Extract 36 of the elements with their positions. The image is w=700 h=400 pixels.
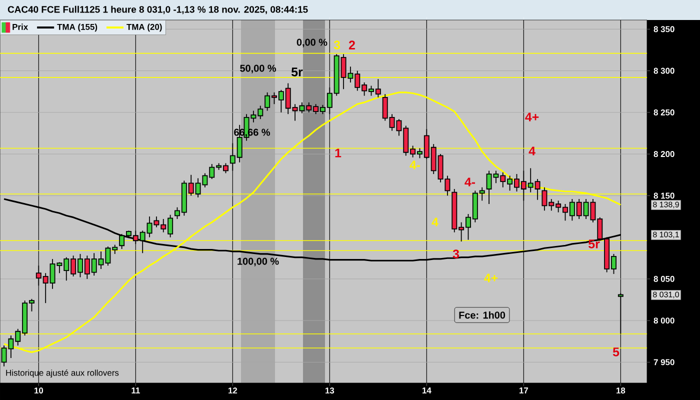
annotation: 3	[452, 250, 460, 258]
x-tick-label: 18	[616, 388, 626, 394]
annotation: 3	[334, 40, 340, 50]
legend-label: Prix	[12, 24, 28, 30]
annotation: Fce: 1h00	[459, 311, 506, 319]
y-tick-label: 8 350	[654, 26, 674, 32]
annotation: 4-	[410, 160, 420, 170]
chart-title: CAC40 FCE Full1125 1 heure 8 031,0 -1,13 % 18 nov. 2025, 08:44:15	[8, 6, 308, 14]
annotation: 5r	[291, 68, 303, 76]
annotation: 2	[348, 40, 355, 50]
y-tick-label: 8 150	[654, 192, 674, 199]
annotation: 4	[432, 218, 438, 226]
x-tick-label: 13	[325, 388, 334, 394]
legend-label: TMA (20)	[126, 24, 162, 32]
y-tick-label: 8 000	[654, 318, 674, 324]
annotation: 4+	[484, 274, 498, 282]
annotation: 100,00 %	[238, 258, 279, 266]
x-tick-label: 14	[422, 388, 432, 394]
x-tick-label: 10	[34, 388, 44, 394]
x-tick-label: 12	[228, 388, 238, 394]
annotation: 1	[335, 148, 342, 158]
x-tick-label: 11	[132, 388, 140, 394]
annotation: 50,00 %	[240, 64, 276, 74]
annotation: 5	[612, 348, 620, 356]
y-tick-label: 8 200	[654, 151, 674, 158]
legend-label: TMA (155)	[57, 24, 98, 32]
annotation: 5r	[588, 240, 600, 248]
annotation: 4	[528, 146, 536, 156]
y-tick-label: 7 950	[654, 359, 674, 366]
y-tick-label: 8 300	[654, 68, 674, 74]
annotation: 4+	[525, 112, 539, 122]
y-tick-label: 8 050	[654, 276, 674, 282]
y-tick-label: 8 250	[654, 109, 674, 116]
x-tick-label: 17	[520, 388, 528, 394]
annotation: 4-	[464, 178, 476, 186]
annotation: 0,00 %	[296, 38, 328, 48]
